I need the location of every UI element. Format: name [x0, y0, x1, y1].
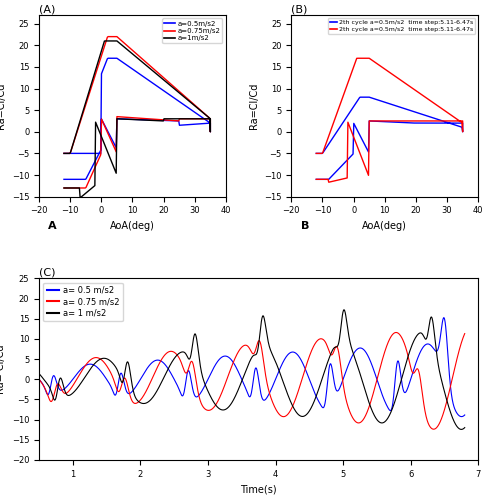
Text: (B): (B) — [291, 4, 308, 14]
Text: B: B — [301, 222, 309, 232]
X-axis label: AoA(deg): AoA(deg) — [363, 221, 407, 231]
Text: A: A — [48, 222, 57, 232]
Y-axis label: Ra=Cl/Cd: Ra=Cl/Cd — [248, 82, 259, 129]
Legend: a= 0.5 m/s2, a= 0.75 m/s2, a= 1 m/s2: a= 0.5 m/s2, a= 0.75 m/s2, a= 1 m/s2 — [43, 282, 123, 321]
Y-axis label: Ra= Cl/Cd: Ra= Cl/Cd — [0, 344, 6, 394]
Legend: 2th cycle a=0.5m/s2  time step:5.11-6.47s, 2th cycle a=0.5m/s2  time step:5.11-6: 2th cycle a=0.5m/s2 time step:5.11-6.47s… — [328, 18, 475, 34]
X-axis label: Time(s): Time(s) — [240, 484, 277, 494]
Y-axis label: Ra=Cl/Cd: Ra=Cl/Cd — [0, 82, 6, 129]
Text: (C): (C) — [39, 268, 56, 278]
Legend: a=0.5m/s2, a=0.75m/s2, a=1m/s2: a=0.5m/s2, a=0.75m/s2, a=1m/s2 — [162, 18, 223, 44]
X-axis label: AoA(deg): AoA(deg) — [110, 221, 155, 231]
Text: (A): (A) — [39, 4, 56, 14]
